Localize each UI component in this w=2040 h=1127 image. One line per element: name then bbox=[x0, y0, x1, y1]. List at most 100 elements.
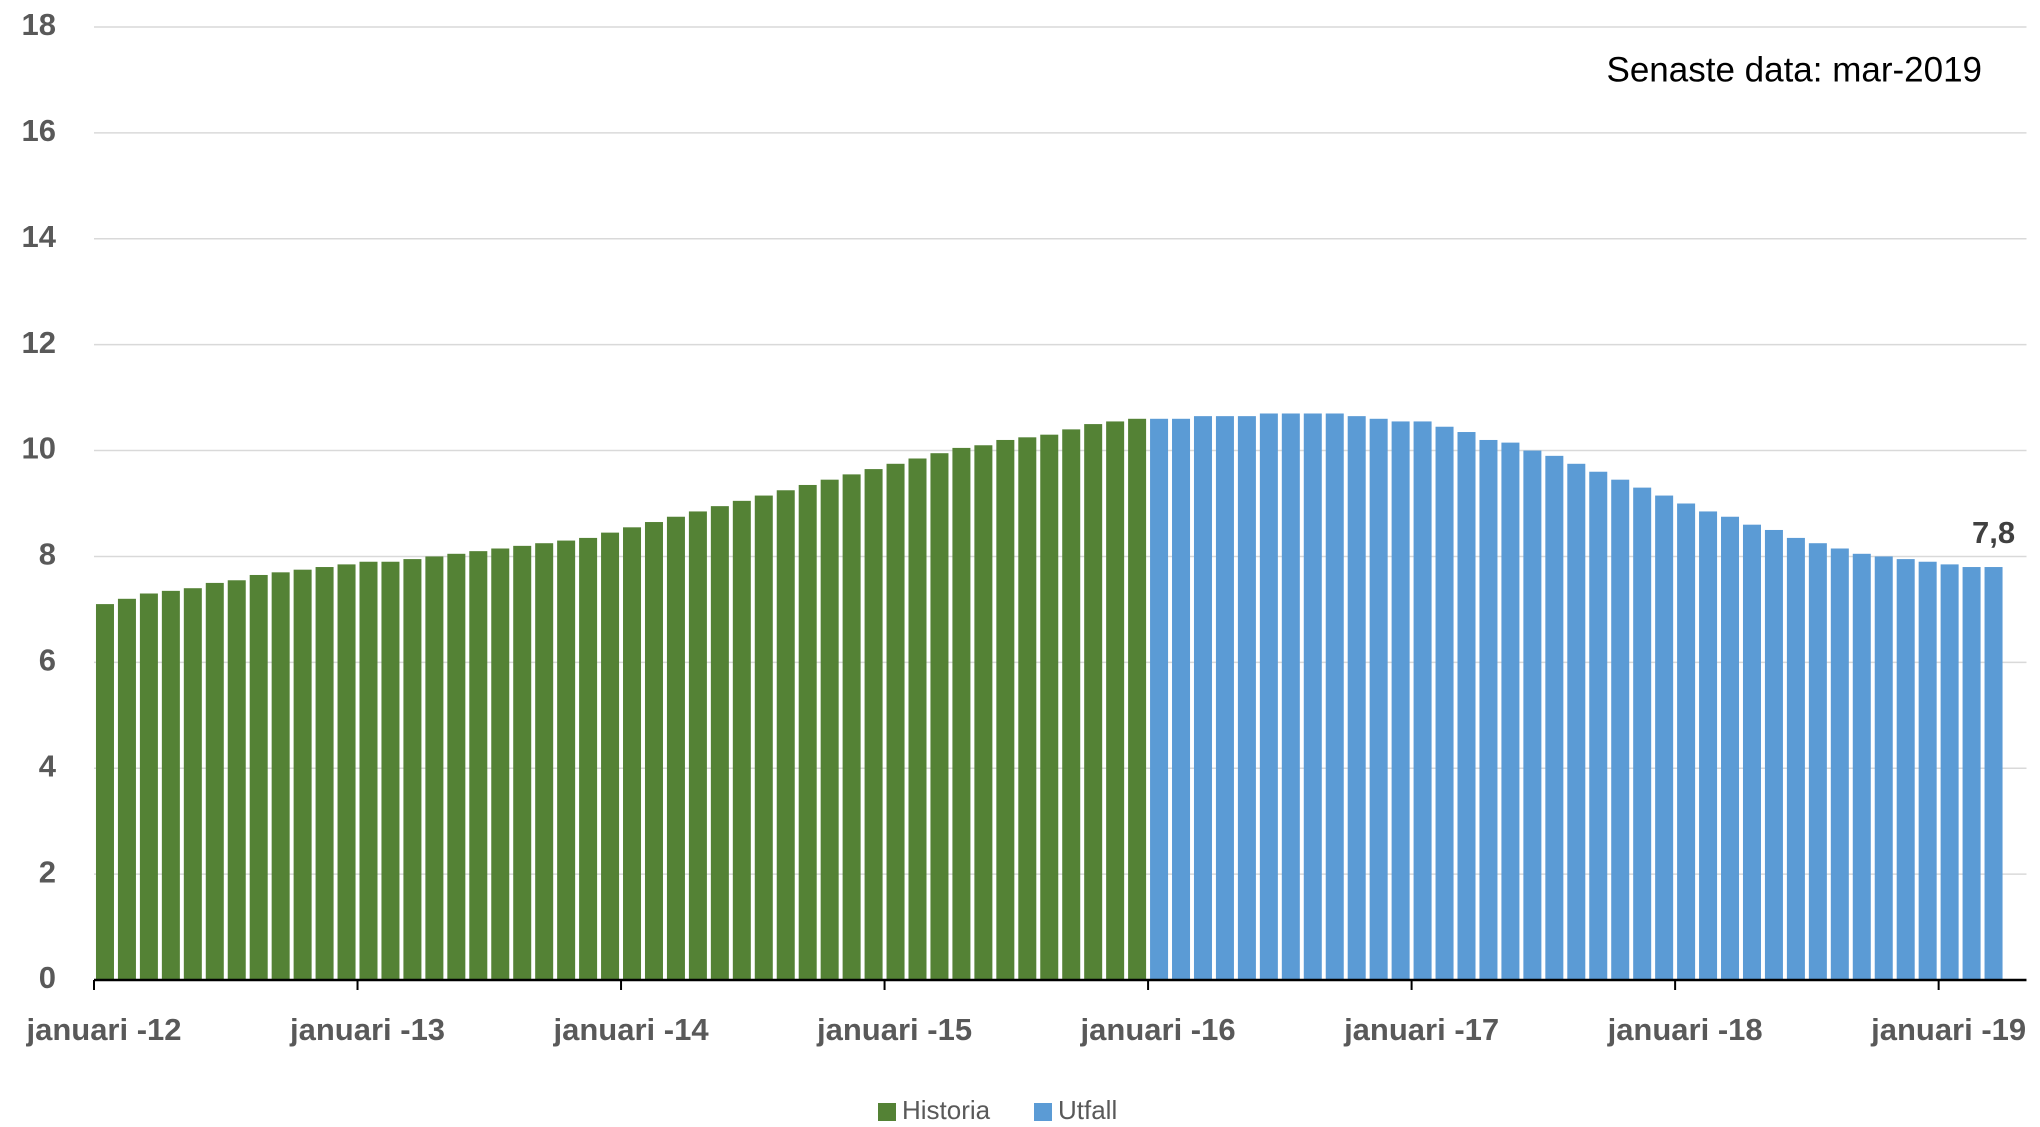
bar bbox=[710, 506, 729, 980]
bar bbox=[513, 545, 532, 980]
bar bbox=[1457, 432, 1476, 980]
bar bbox=[1896, 559, 1915, 980]
bar bbox=[1391, 421, 1410, 980]
x-tick-label: januari -18 bbox=[1607, 1012, 1763, 1047]
bar bbox=[1259, 413, 1278, 980]
x-tick-label: januari -13 bbox=[289, 1012, 445, 1047]
bar bbox=[776, 490, 795, 980]
bar bbox=[1611, 479, 1630, 980]
bar bbox=[1940, 564, 1959, 980]
y-tick-label: 12 bbox=[22, 325, 56, 360]
bar bbox=[205, 582, 224, 980]
y-tick-label: 2 bbox=[39, 854, 56, 889]
bar bbox=[337, 564, 356, 980]
bar bbox=[864, 469, 883, 980]
bar bbox=[820, 479, 839, 980]
legend-label: Utfall bbox=[1058, 1095, 1117, 1125]
bar bbox=[1040, 434, 1059, 980]
bar bbox=[271, 572, 290, 980]
bar bbox=[1677, 503, 1696, 980]
bar bbox=[1962, 567, 1981, 980]
bar bbox=[623, 527, 642, 980]
legend-label: Historia bbox=[902, 1095, 991, 1125]
y-tick-label: 16 bbox=[22, 113, 56, 148]
bar bbox=[842, 474, 861, 980]
y-tick-label: 0 bbox=[39, 960, 56, 995]
bar bbox=[1281, 413, 1300, 980]
bar bbox=[1699, 511, 1718, 980]
bar bbox=[1062, 429, 1081, 980]
bar bbox=[1918, 561, 1937, 980]
bar bbox=[1721, 516, 1740, 980]
y-tick-label: 10 bbox=[22, 431, 56, 466]
bar bbox=[666, 516, 685, 980]
y-tick-label: 6 bbox=[39, 643, 56, 678]
bar bbox=[1172, 418, 1191, 980]
bar bbox=[491, 548, 510, 980]
bar bbox=[293, 569, 312, 980]
y-tick-label: 8 bbox=[39, 537, 56, 572]
bar bbox=[1128, 418, 1147, 980]
bar bbox=[227, 580, 246, 980]
bar bbox=[601, 532, 620, 980]
bar bbox=[908, 458, 927, 981]
bar bbox=[249, 574, 268, 980]
bar bbox=[1435, 426, 1454, 980]
bar bbox=[1567, 463, 1586, 981]
bar bbox=[1545, 455, 1564, 981]
bar bbox=[1193, 416, 1212, 980]
bar bbox=[381, 561, 400, 980]
x-tick-label: januari -12 bbox=[25, 1012, 181, 1047]
bar bbox=[644, 522, 663, 980]
bar bbox=[469, 551, 488, 980]
bar bbox=[688, 511, 707, 980]
legend-swatch bbox=[1034, 1103, 1052, 1121]
bar bbox=[1501, 442, 1520, 980]
bar bbox=[95, 604, 114, 980]
bar bbox=[183, 588, 202, 980]
y-tick-label: 14 bbox=[22, 219, 57, 254]
bar bbox=[535, 543, 554, 980]
bar bbox=[1303, 413, 1322, 980]
bar bbox=[1764, 529, 1783, 980]
bar bbox=[1786, 537, 1805, 980]
bar bbox=[139, 593, 158, 980]
bar bbox=[1523, 450, 1542, 980]
bar bbox=[1479, 439, 1498, 980]
bar bbox=[1215, 416, 1234, 980]
bar bbox=[1808, 543, 1827, 980]
x-tick-label: januari -14 bbox=[553, 1012, 710, 1047]
bar bbox=[403, 559, 422, 980]
x-tick-label: januari -15 bbox=[816, 1012, 972, 1047]
bar bbox=[974, 445, 993, 980]
bar bbox=[996, 439, 1015, 980]
y-tick-label: 4 bbox=[39, 748, 57, 783]
x-tick-label: januari -17 bbox=[1343, 1012, 1499, 1047]
bar bbox=[1633, 487, 1652, 980]
bar bbox=[1237, 416, 1256, 980]
bar bbox=[1325, 413, 1344, 980]
bar bbox=[1413, 421, 1432, 980]
bar bbox=[579, 537, 598, 980]
bar bbox=[732, 500, 751, 980]
value-label: 7,8 bbox=[1972, 515, 2015, 550]
bar bbox=[425, 556, 444, 980]
bar bbox=[886, 463, 905, 981]
bar bbox=[1742, 524, 1761, 980]
bar bbox=[117, 598, 136, 980]
bar bbox=[447, 553, 466, 980]
bar bbox=[1084, 424, 1103, 980]
bar bbox=[1874, 556, 1893, 980]
bar bbox=[1589, 471, 1608, 980]
bar bbox=[798, 484, 817, 980]
bar bbox=[1984, 567, 2003, 980]
bar bbox=[754, 495, 773, 980]
bar bbox=[161, 590, 180, 980]
y-tick-label: 18 bbox=[22, 7, 56, 42]
bar bbox=[1018, 437, 1037, 980]
bar bbox=[315, 567, 334, 980]
bar bbox=[1369, 418, 1388, 980]
bar bbox=[1347, 416, 1366, 980]
bar bbox=[952, 447, 971, 980]
